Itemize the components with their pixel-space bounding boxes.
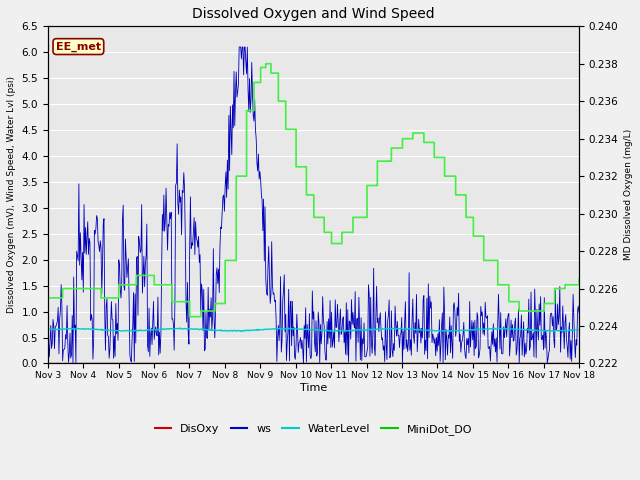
Legend: DisOxy, ws, WaterLevel, MiniDot_DO: DisOxy, ws, WaterLevel, MiniDot_DO (150, 420, 477, 439)
Y-axis label: Dissolved Oxygen (mV), Wind Speed, Water Lvl (psi): Dissolved Oxygen (mV), Wind Speed, Water… (7, 76, 16, 313)
Y-axis label: MD Dissolved Oxygen (mg/L): MD Dissolved Oxygen (mg/L) (624, 129, 633, 261)
X-axis label: Time: Time (300, 383, 327, 393)
Title: Dissolved Oxygen and Wind Speed: Dissolved Oxygen and Wind Speed (192, 7, 435, 21)
Text: EE_met: EE_met (56, 41, 101, 52)
